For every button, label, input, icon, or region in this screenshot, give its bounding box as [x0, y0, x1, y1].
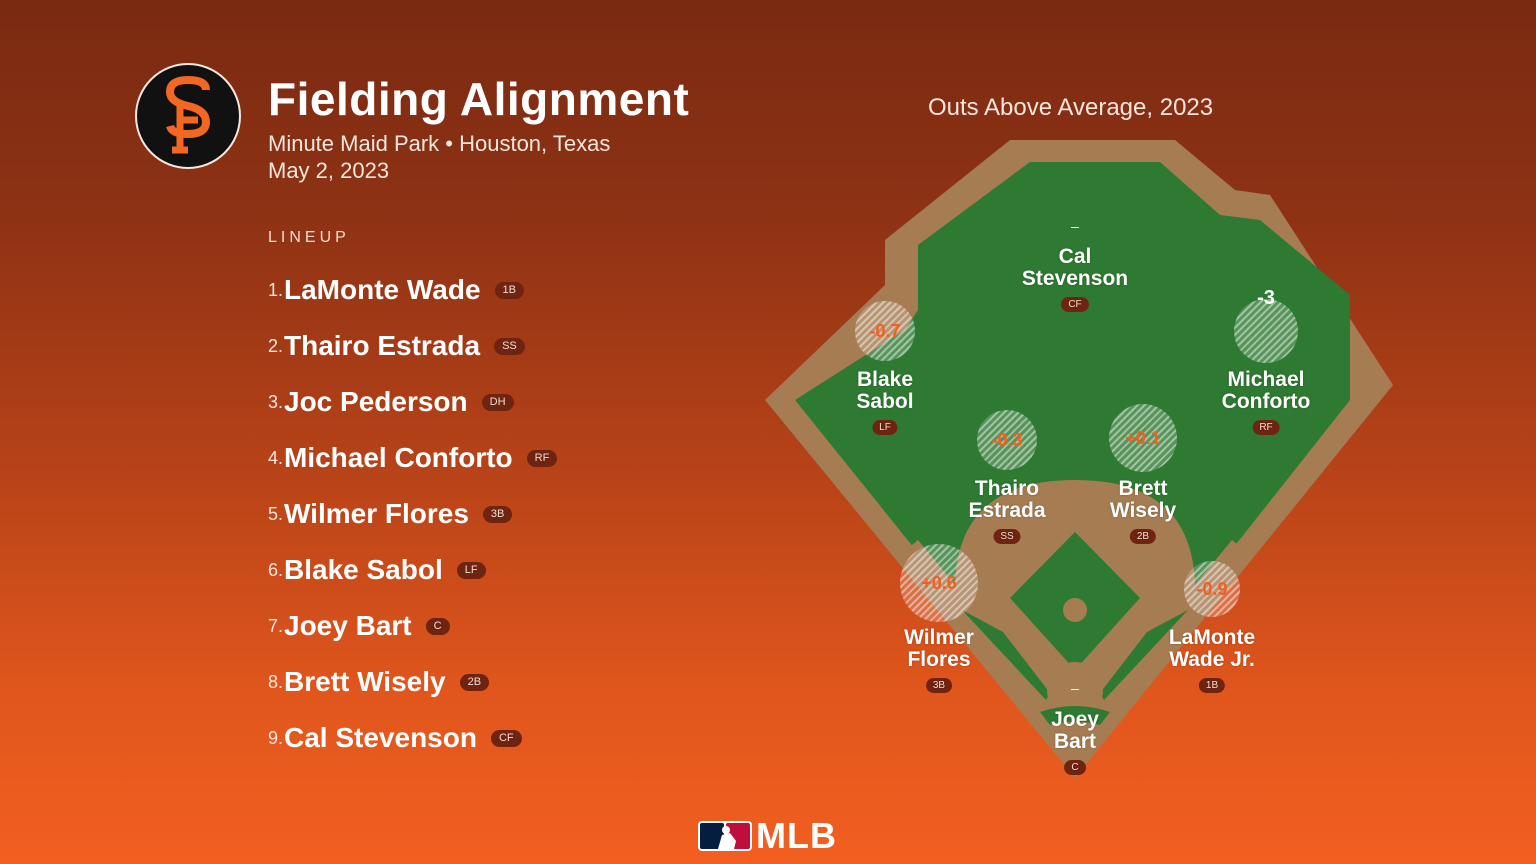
position-badge: C — [1064, 760, 1086, 775]
player-c: Joey Bart C — [1051, 709, 1099, 775]
batting-order: 1. — [268, 279, 284, 300]
page-title: Fielding Alignment — [268, 73, 690, 125]
position-badge: SS — [494, 337, 525, 355]
batting-order: 2. — [268, 335, 284, 356]
oaa-value: +0.6 — [921, 572, 957, 593]
player-name: Joc Pederson — [284, 386, 468, 417]
position-badge: CF — [490, 729, 522, 747]
batting-order: 7. — [268, 615, 284, 636]
first-name: Michael — [1227, 368, 1305, 391]
oaa-chart-title: Outs Above Average, 2023 — [928, 94, 1214, 121]
player-name: Blake Sabol — [284, 554, 443, 585]
batting-order: 6. — [268, 559, 284, 580]
position-badge: RF — [526, 449, 558, 467]
oaa-circle: -0.9 — [1184, 561, 1240, 617]
position-badge: RF — [1252, 420, 1280, 435]
batting-order: 9. — [268, 727, 284, 748]
position-badge: 2B — [459, 673, 490, 691]
oaa-circle: -0.7 — [855, 301, 915, 361]
last-name: Estrada — [968, 499, 1046, 522]
position-badge: 1B — [494, 281, 524, 299]
lineup-item: 2. Thairo Estrada SS — [268, 318, 557, 374]
oaa-value: – — [1071, 680, 1079, 696]
position-badge: DH — [481, 393, 514, 411]
oaa-value: -0.3 — [991, 429, 1023, 450]
oaa-value: – — [1071, 218, 1079, 234]
oaa-circle: -0.3 — [977, 410, 1037, 470]
player-2b: Brett Wisely 2B — [1110, 478, 1176, 544]
oaa-circle: +0.1 — [1109, 404, 1177, 472]
first-name: Cal — [1058, 245, 1092, 268]
batting-order: 4. — [268, 447, 284, 468]
player-name: Thairo Estrada — [284, 330, 481, 361]
mlb-wordmark: MLB — [756, 815, 837, 856]
oaa-circle — [1234, 299, 1298, 363]
player-name: Wilmer Flores — [284, 498, 469, 529]
venue: Minute Maid Park • Houston, Texas — [268, 131, 611, 156]
lineup-item: 6. Blake Sabol LF — [268, 542, 557, 598]
lineup-item: 7. Joey Bart C — [268, 598, 557, 654]
player-name: Joey Bart — [284, 610, 412, 641]
player-ss: Thairo Estrada SS — [968, 477, 1046, 544]
team-logo — [135, 63, 241, 169]
position-badge: CF — [1061, 297, 1089, 312]
position-badge: 3B — [482, 505, 513, 523]
position-badge: 3B — [925, 678, 953, 693]
batting-order: 5. — [268, 503, 284, 524]
player-cf: Cal Stevenson CF — [1022, 246, 1128, 312]
position-badge: SS — [993, 529, 1021, 544]
position-badge: LF — [456, 561, 486, 579]
oaa-value: -0.7 — [869, 320, 901, 341]
first-name: Brett — [1118, 477, 1168, 500]
lineup-item: 4. Michael Conforto RF — [268, 430, 558, 486]
batting-order: 3. — [268, 391, 284, 412]
player-name: Cal Stevenson — [284, 722, 477, 753]
last-name: Wade Jr. — [1169, 648, 1255, 671]
lineup-item: 5. Wilmer Flores 3B — [268, 486, 557, 542]
first-name: Wilmer — [904, 626, 974, 649]
sf-logo-icon — [165, 76, 211, 154]
lineup-item: 8. Brett Wisely 2B — [268, 654, 557, 710]
batting-order: 8. — [268, 671, 284, 692]
oaa-value: +0.1 — [1125, 427, 1161, 448]
oaa-circle: +0.6 — [900, 544, 978, 622]
last-name: Wisely — [1109, 499, 1177, 522]
mlb-batter-icon — [698, 821, 752, 851]
player-1b: LaMonte Wade Jr. 1B — [1169, 627, 1255, 693]
lineup-list: 1. LaMonte Wade 1B 2. Thairo Estrada SS 3. Jo… — [268, 262, 558, 766]
player-3b: Wilmer Flores 3B — [904, 627, 974, 693]
first-name: Joey — [1051, 708, 1099, 731]
player-name: LaMonte Wade — [284, 274, 481, 305]
last-name: Flores — [907, 648, 971, 671]
position-badge: LF — [872, 420, 898, 435]
last-name: Bart — [1053, 730, 1096, 753]
outfield-grass — [795, 162, 1350, 748]
first-name: LaMonte — [1168, 626, 1256, 649]
position-badge: C — [425, 617, 450, 635]
pitchers-mound — [1063, 598, 1087, 622]
oaa-value: -0.9 — [1196, 578, 1228, 599]
last-name: Sabol — [856, 390, 914, 413]
player-rf: Michael Conforto RF — [1221, 368, 1311, 435]
position-badge: 2B — [1129, 529, 1157, 544]
lineup-item: 3. Joc Pederson DH — [268, 374, 557, 430]
position-badge: 1B — [1198, 678, 1226, 693]
player-lf: Blake Sabol LF — [856, 368, 914, 435]
lineup-heading: LINEUP — [268, 229, 350, 246]
home-plate-circle — [1047, 662, 1103, 718]
player-name: Brett Wisely — [284, 666, 446, 697]
first-name: Blake — [856, 368, 914, 391]
last-name: Stevenson — [1021, 267, 1129, 290]
last-name: Conforto — [1221, 390, 1311, 413]
lineup-item: 9. Cal Stevenson CF — [268, 710, 557, 766]
lineup-item: 1. LaMonte Wade 1B — [268, 262, 557, 318]
player-name: Michael Conforto — [284, 442, 513, 473]
first-name: Thairo — [974, 477, 1040, 500]
game-date: May 2, 2023 — [268, 158, 390, 183]
mlb-logo: MLB — [698, 815, 837, 857]
